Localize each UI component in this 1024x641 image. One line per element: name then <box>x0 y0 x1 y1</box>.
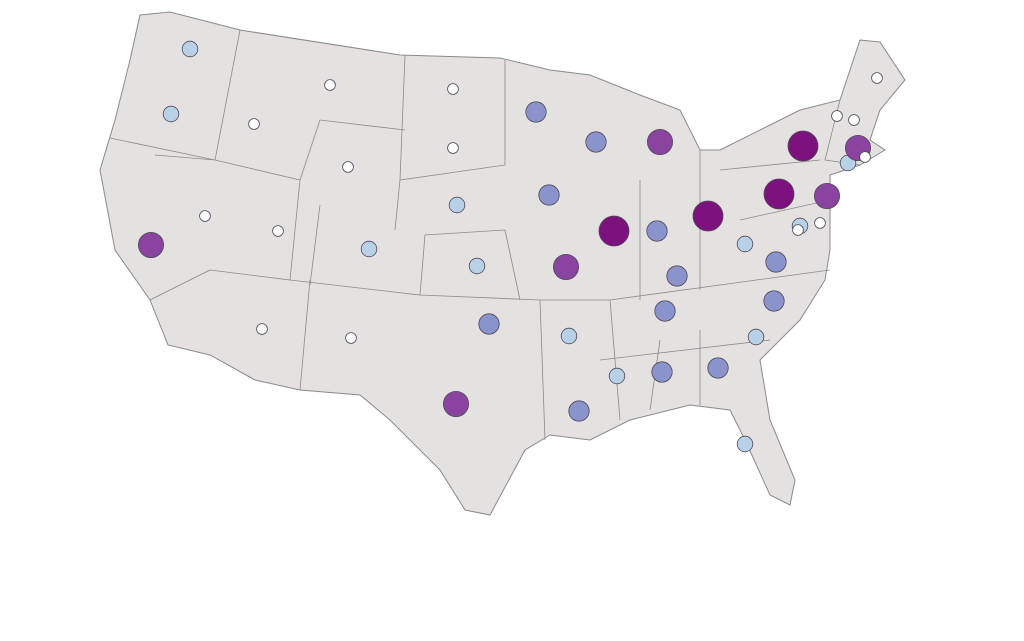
bubble <box>598 215 630 247</box>
bubble <box>608 367 626 385</box>
bubble <box>553 253 580 280</box>
bubble <box>560 327 578 345</box>
bubble <box>447 83 459 95</box>
bubble <box>707 357 729 379</box>
bubbles <box>137 40 883 453</box>
bubble <box>666 265 688 287</box>
bubble <box>831 110 843 122</box>
bubble <box>248 118 260 130</box>
bubble <box>814 217 826 229</box>
bubble <box>442 390 469 417</box>
bubble <box>345 332 357 344</box>
bubble <box>848 114 860 126</box>
bubble <box>646 220 668 242</box>
bubble <box>792 224 804 236</box>
bubble <box>647 128 674 155</box>
bubble <box>747 328 765 346</box>
bubble <box>763 290 785 312</box>
bubble <box>692 200 724 232</box>
bubble <box>736 235 754 253</box>
bubble <box>859 151 871 163</box>
bubble <box>181 40 199 58</box>
bubble <box>654 300 676 322</box>
bubble <box>814 182 841 209</box>
bubble <box>525 101 547 123</box>
state-borders <box>109 29 861 441</box>
bubble <box>162 105 180 123</box>
bubble <box>324 79 336 91</box>
bubble <box>478 313 500 335</box>
bubble <box>765 251 787 273</box>
bubble <box>651 361 673 383</box>
bubble <box>585 131 607 153</box>
bubble <box>199 210 211 222</box>
bubble <box>447 142 459 154</box>
bubble <box>448 196 466 214</box>
bubble <box>256 323 268 335</box>
us-outline <box>99 11 906 516</box>
bubble <box>736 435 754 453</box>
bubble <box>360 240 378 258</box>
bubble <box>468 257 486 275</box>
bubble <box>568 400 590 422</box>
bubble <box>871 72 883 84</box>
bubble <box>137 231 164 258</box>
bubble <box>538 184 560 206</box>
bubble <box>272 225 284 237</box>
bubble <box>342 161 354 173</box>
bubble <box>787 130 819 162</box>
bubble <box>763 178 795 210</box>
